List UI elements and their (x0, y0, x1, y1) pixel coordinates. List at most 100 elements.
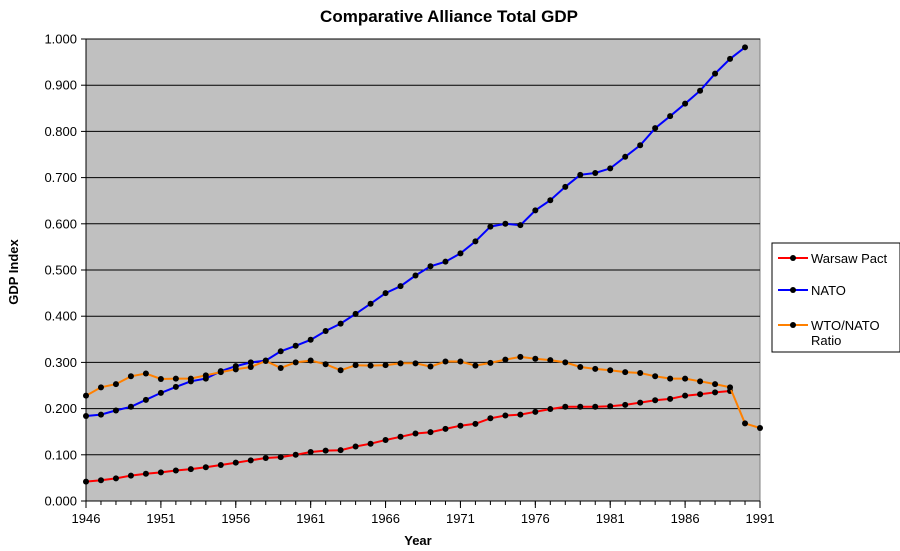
data-point-nato (742, 44, 749, 51)
data-point-wto-nato-ratio (457, 358, 464, 365)
data-point-wto-nato-ratio (667, 375, 674, 382)
data-point-nato (127, 403, 134, 410)
data-point-wto-nato-ratio (187, 375, 194, 382)
data-point-nato (382, 290, 389, 297)
data-point-nato (667, 113, 674, 120)
legend-marker (790, 255, 796, 261)
data-point-nato (487, 223, 494, 230)
data-point-warsaw-pact (142, 470, 149, 477)
x-axis-title: Year (404, 533, 431, 548)
y-tick-label: 0.300 (44, 355, 77, 370)
data-point-warsaw-pact (487, 415, 494, 422)
data-point-warsaw-pact (247, 457, 254, 464)
data-point-warsaw-pact (502, 412, 509, 419)
data-point-nato (712, 70, 719, 77)
data-point-wto-nato-ratio (127, 373, 134, 380)
x-tick-label: 1946 (72, 511, 101, 526)
data-point-wto-nato-ratio (592, 365, 599, 372)
data-point-wto-nato-ratio (562, 359, 569, 366)
data-point-wto-nato-ratio (547, 357, 554, 364)
data-point-nato (352, 310, 359, 317)
data-point-wto-nato-ratio (412, 360, 419, 367)
data-point-warsaw-pact (697, 391, 704, 398)
y-tick-label: 0.200 (44, 401, 77, 416)
data-point-wto-nato-ratio (337, 367, 344, 374)
y-tick-label: 0.400 (44, 309, 77, 324)
data-point-wto-nato-ratio (472, 362, 479, 369)
data-point-warsaw-pact (412, 430, 419, 437)
legend-label: Ratio (811, 333, 841, 348)
data-point-nato (83, 412, 89, 419)
data-point-nato (172, 383, 179, 390)
data-point-wto-nato-ratio (502, 356, 509, 363)
data-point-warsaw-pact (322, 447, 329, 454)
data-point-wto-nato-ratio (607, 367, 614, 374)
data-point-wto-nato-ratio (757, 425, 763, 432)
data-point-nato (157, 389, 164, 396)
data-point-wto-nato-ratio (97, 384, 104, 391)
data-point-wto-nato-ratio (682, 375, 689, 382)
data-point-nato (292, 342, 299, 349)
data-point-wto-nato-ratio (202, 372, 209, 379)
data-point-warsaw-pact (442, 425, 449, 432)
x-tick-label: 1966 (371, 511, 400, 526)
data-point-nato (322, 327, 329, 334)
data-point-warsaw-pact (382, 437, 389, 444)
data-point-warsaw-pact (682, 392, 689, 399)
data-point-warsaw-pact (292, 451, 299, 458)
data-point-nato (112, 407, 119, 414)
data-point-warsaw-pact (457, 422, 464, 429)
y-tick-label: 0.100 (44, 447, 77, 462)
y-tick-label: 0.900 (44, 78, 77, 93)
data-point-warsaw-pact (667, 395, 674, 402)
data-point-warsaw-pact (172, 467, 179, 474)
data-point-nato (472, 238, 479, 245)
data-point-warsaw-pact (547, 406, 554, 413)
legend-label: WTO/NATO (811, 318, 880, 333)
data-point-warsaw-pact (427, 429, 434, 436)
data-point-warsaw-pact (652, 397, 659, 404)
x-tick-label: 1976 (521, 511, 550, 526)
data-point-wto-nato-ratio (83, 392, 89, 399)
y-tick-label: 0.600 (44, 216, 77, 231)
legend-marker (790, 322, 796, 328)
data-point-nato (427, 263, 434, 270)
data-point-warsaw-pact (187, 466, 194, 473)
data-point-wto-nato-ratio (622, 369, 629, 376)
y-tick-label: 0.500 (44, 263, 77, 278)
x-tick-label: 1991 (746, 511, 775, 526)
data-point-warsaw-pact (112, 475, 119, 482)
series-line-wto-nato-ratio (85, 355, 761, 429)
data-point-warsaw-pact (307, 449, 314, 456)
data-point-wto-nato-ratio (322, 361, 329, 368)
data-point-warsaw-pact (712, 389, 719, 396)
data-point-wto-nato-ratio (217, 369, 224, 376)
data-point-warsaw-pact (337, 447, 344, 454)
data-point-warsaw-pact (157, 469, 164, 476)
data-point-wto-nato-ratio (577, 364, 584, 371)
data-point-wto-nato-ratio (232, 366, 239, 373)
data-point-wto-nato-ratio (292, 359, 299, 366)
data-point-warsaw-pact (352, 443, 359, 450)
data-point-warsaw-pact (592, 403, 599, 410)
y-tick-label: 1.000 (44, 32, 77, 47)
data-point-warsaw-pact (472, 420, 479, 427)
data-point-nato (457, 250, 464, 257)
data-point-warsaw-pact (517, 411, 524, 418)
data-point-wto-nato-ratio (277, 364, 284, 371)
data-point-nato (697, 87, 704, 94)
data-point-warsaw-pact (217, 461, 224, 468)
data-point-wto-nato-ratio (157, 376, 164, 383)
legend-box (771, 242, 900, 353)
data-point-wto-nato-ratio (142, 370, 149, 377)
data-point-warsaw-pact (83, 478, 89, 485)
data-point-nato (577, 171, 584, 178)
data-point-nato (142, 396, 149, 403)
data-point-wto-nato-ratio (487, 359, 494, 366)
data-point-wto-nato-ratio (712, 381, 719, 388)
data-point-warsaw-pact (622, 401, 629, 408)
data-point-warsaw-pact (637, 399, 644, 406)
data-point-nato (607, 165, 614, 172)
